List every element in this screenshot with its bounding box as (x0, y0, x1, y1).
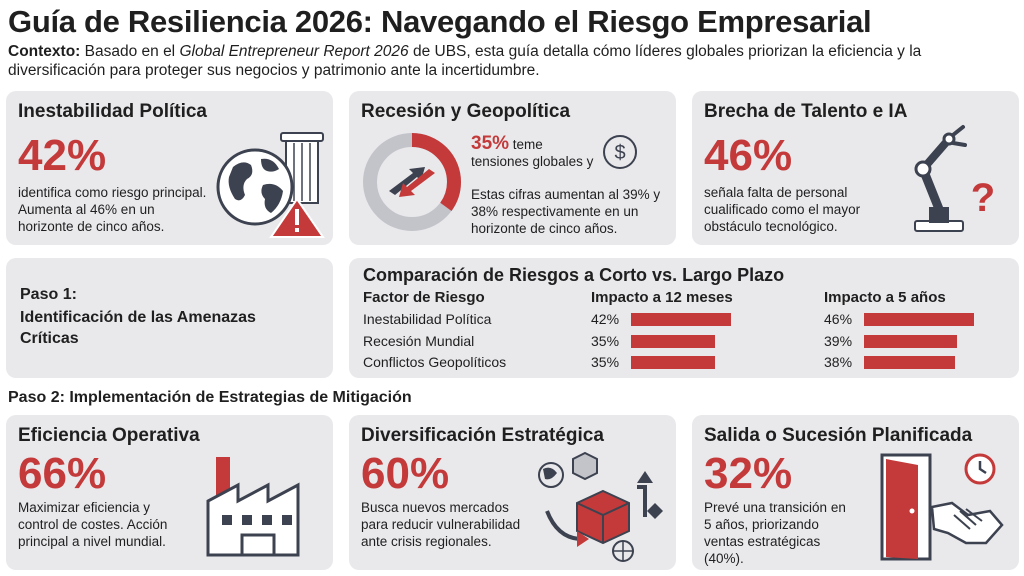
donut-chart (363, 133, 461, 231)
page-title: Guía de Resiliencia 2026: Navegando el R… (8, 4, 872, 39)
step2-heading: Paso 2: Implementación de Estrategias de… (8, 389, 412, 406)
stat-description: señala falta de personal cualificado com… (704, 185, 861, 234)
card-eficiencia-operativa: Eficiencia Operativa 66% Maximizar efici… (6, 415, 333, 570)
stat-value: 42% (18, 131, 107, 180)
stat-text: teme tensiones globales y (471, 137, 594, 169)
svg-text:?: ? (971, 176, 995, 220)
column-header-5y: Impacto a 5 años (824, 289, 946, 306)
row-5y-label: 38% (824, 354, 853, 370)
card-comparacion-riesgos: Comparación de Riesgos a Corto vs. Largo… (349, 258, 1019, 378)
row-factor: Recesión Mundial (363, 333, 475, 349)
card-title: Eficiencia Operativa (18, 425, 200, 446)
globe-warning-icon (216, 132, 325, 238)
stat-value: 66% (18, 449, 107, 498)
stat-description: Busca nuevos mercados para reducir vulne… (361, 500, 521, 549)
bar-5y (864, 356, 955, 369)
context-pre: Basado en el (84, 43, 176, 60)
stat-line: 35% teme tensiones globales y (471, 133, 596, 170)
stat-description: Prevé una transición en 5 años, prioriza… (704, 500, 846, 566)
card-diversificacion: Diversificación Estratégica 60% Busca nu… (349, 415, 676, 570)
column-header-factor: Factor de Riesgo (363, 289, 485, 306)
card-salida-sucesion: Salida o Sucesión Planificada 32% Prevé … (692, 415, 1019, 570)
bar-12m (631, 356, 715, 369)
row-12m-label: 42% (591, 311, 620, 327)
card-title: Recesión y Geopolítica (361, 101, 571, 122)
card-title: Inestabilidad Política (18, 101, 207, 122)
column-header-12m: Impacto a 12 meses (591, 289, 733, 306)
row-12m-label: 35% (591, 354, 620, 370)
bar-12m (631, 335, 715, 348)
diversification-icon (538, 451, 663, 562)
comparison-title: Comparación de Riesgos a Corto vs. Largo… (363, 265, 785, 285)
stat-description: identifica como riesgo principal. Aument… (18, 185, 207, 234)
robot-arm-question-icon: ? (914, 125, 995, 232)
stat-value: 60% (361, 449, 450, 498)
row-factor: Conflictos Geopolíticos (363, 354, 507, 370)
bar-5y (864, 335, 957, 348)
card-brecha-talento: Brecha de Talento e IA 46% señala falta … (692, 91, 1019, 245)
donut-fill-segment (363, 133, 461, 231)
bar-5y (864, 313, 974, 326)
bar-12m (631, 313, 731, 326)
step1-label: Paso 1: (20, 286, 77, 303)
card-title: Diversificación Estratégica (361, 425, 604, 446)
context-post: de UBS, esta guía detalla cómo líderes g… (8, 43, 922, 79)
step1-text: Identificación de las Amenazas Críticas (20, 309, 256, 347)
door-handshake-clock-icon (880, 453, 1004, 561)
row-5y-label: 39% (824, 333, 853, 349)
card-recesion-geopolitica: Recesión y Geopolítica 35% teme tensione… (349, 91, 676, 245)
row-factor: Inestabilidad Política (363, 311, 492, 327)
row-12m-label: 35% (591, 333, 620, 349)
row-5y-label: 46% (824, 311, 853, 327)
context-label: Contexto: (8, 43, 81, 60)
stat-description: Estas cifras aumentan al 39% y 38% respe… (471, 187, 661, 236)
context-paragraph: Contexto: Basado en el Global Entreprene… (8, 42, 1016, 80)
stat-value: 46% (704, 131, 793, 180)
factory-icon (206, 457, 300, 557)
card-title: Brecha de Talento e IA (704, 101, 908, 122)
svg-text:$: $ (614, 142, 625, 164)
card-title: Salida o Sucesión Planificada (704, 425, 973, 446)
card-inestabilidad-politica: Inestabilidad Política 42% identifica co… (6, 91, 333, 245)
context-report-name: Global Entrepreneur Report 2026 (179, 43, 409, 60)
dollar-icon: $ (603, 135, 637, 169)
stat-value: 35% (471, 133, 510, 154)
card-paso-1: Paso 1: Identificación de las Amenazas C… (6, 258, 333, 378)
stat-value: 32% (704, 449, 793, 498)
stat-description: Maximizar eficiencia y control de costes… (18, 500, 168, 549)
